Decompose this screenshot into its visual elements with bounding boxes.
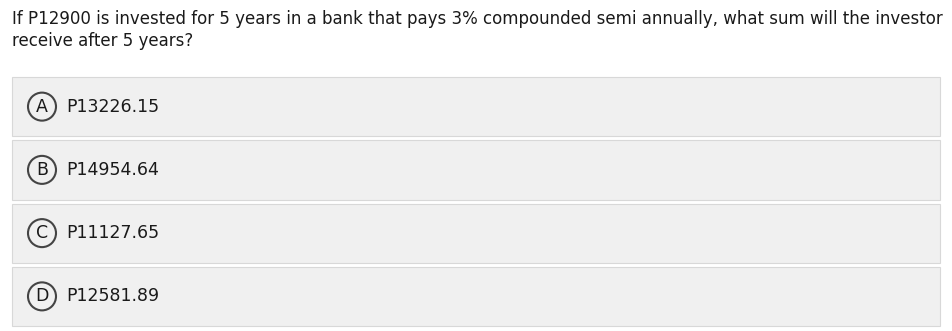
Text: P14954.64: P14954.64 xyxy=(66,161,159,179)
Circle shape xyxy=(28,282,56,310)
Text: B: B xyxy=(36,161,48,179)
Circle shape xyxy=(28,156,56,184)
FancyBboxPatch shape xyxy=(12,267,940,326)
FancyBboxPatch shape xyxy=(12,140,940,200)
Text: A: A xyxy=(36,98,48,116)
FancyBboxPatch shape xyxy=(12,77,940,136)
Text: If P12900 is invested for 5 years in a bank that pays 3% compounded semi annuall: If P12900 is invested for 5 years in a b… xyxy=(12,10,942,28)
Text: C: C xyxy=(36,224,48,242)
Text: P11127.65: P11127.65 xyxy=(66,224,159,242)
Text: P13226.15: P13226.15 xyxy=(66,98,159,116)
FancyBboxPatch shape xyxy=(12,204,940,263)
Text: P12581.89: P12581.89 xyxy=(66,287,159,306)
Circle shape xyxy=(28,219,56,247)
Text: receive after 5 years?: receive after 5 years? xyxy=(12,32,193,50)
Circle shape xyxy=(28,93,56,120)
Text: D: D xyxy=(35,287,49,306)
